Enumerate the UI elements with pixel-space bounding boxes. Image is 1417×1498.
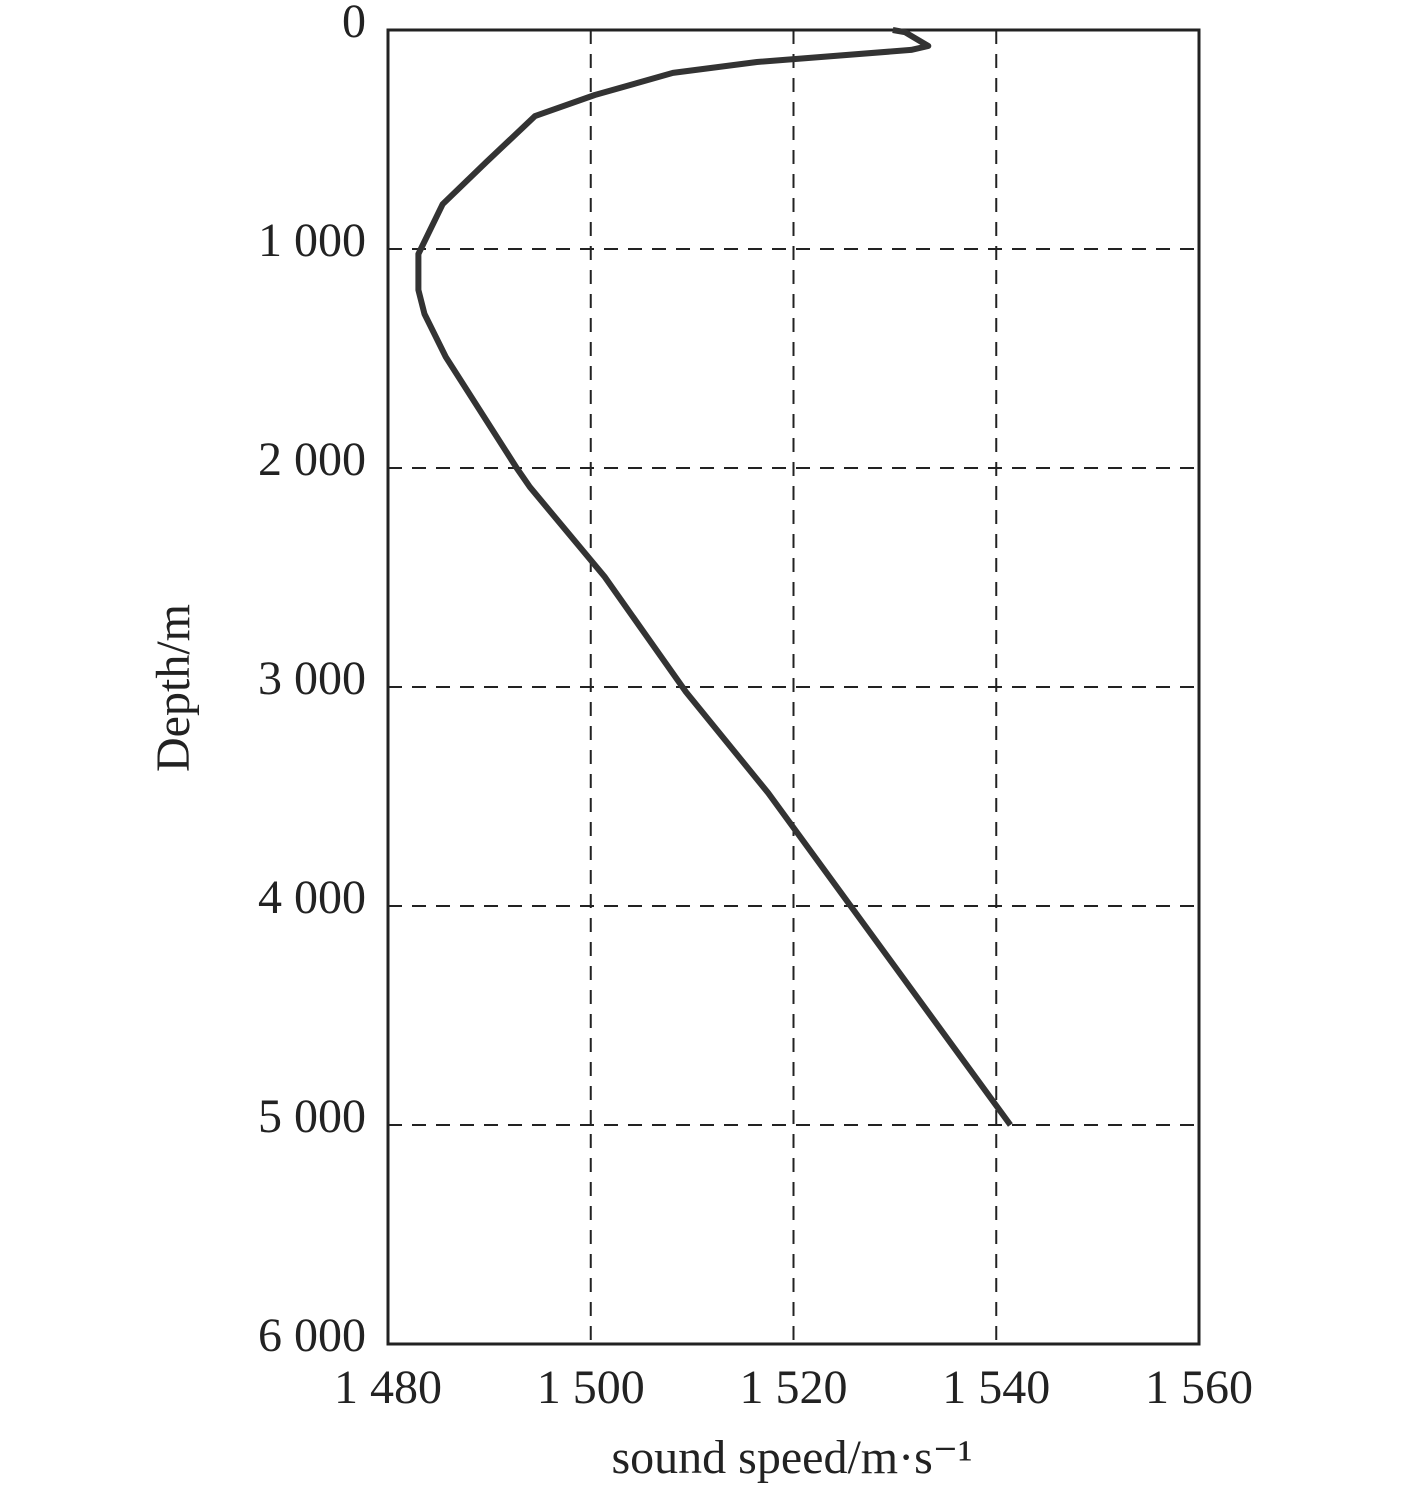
y-tick-label: 0 [342,0,366,48]
y-tick-label: 1 000 [258,214,366,267]
y-tick-label: 6 000 [258,1309,366,1362]
plot-frame [386,28,1201,1346]
x-tick-label: 1 480 [334,1361,442,1414]
y-tick-label: 4 000 [258,871,366,924]
y-tick-label: 2 000 [258,433,366,486]
x-axis-label: sound speed/m·s⁻¹ [611,1431,972,1484]
x-tick-label: 1 560 [1145,1361,1253,1414]
y-tick-label: 3 000 [258,652,366,705]
x-tick-label: 1 520 [740,1361,848,1414]
y-tick-label: 5 000 [258,1090,366,1143]
x-tick-label: 1 500 [537,1361,645,1414]
line [415,27,1013,1127]
x-tick-label: 1 540 [942,1361,1050,1414]
y-axis-label: Depth/m [147,604,200,772]
